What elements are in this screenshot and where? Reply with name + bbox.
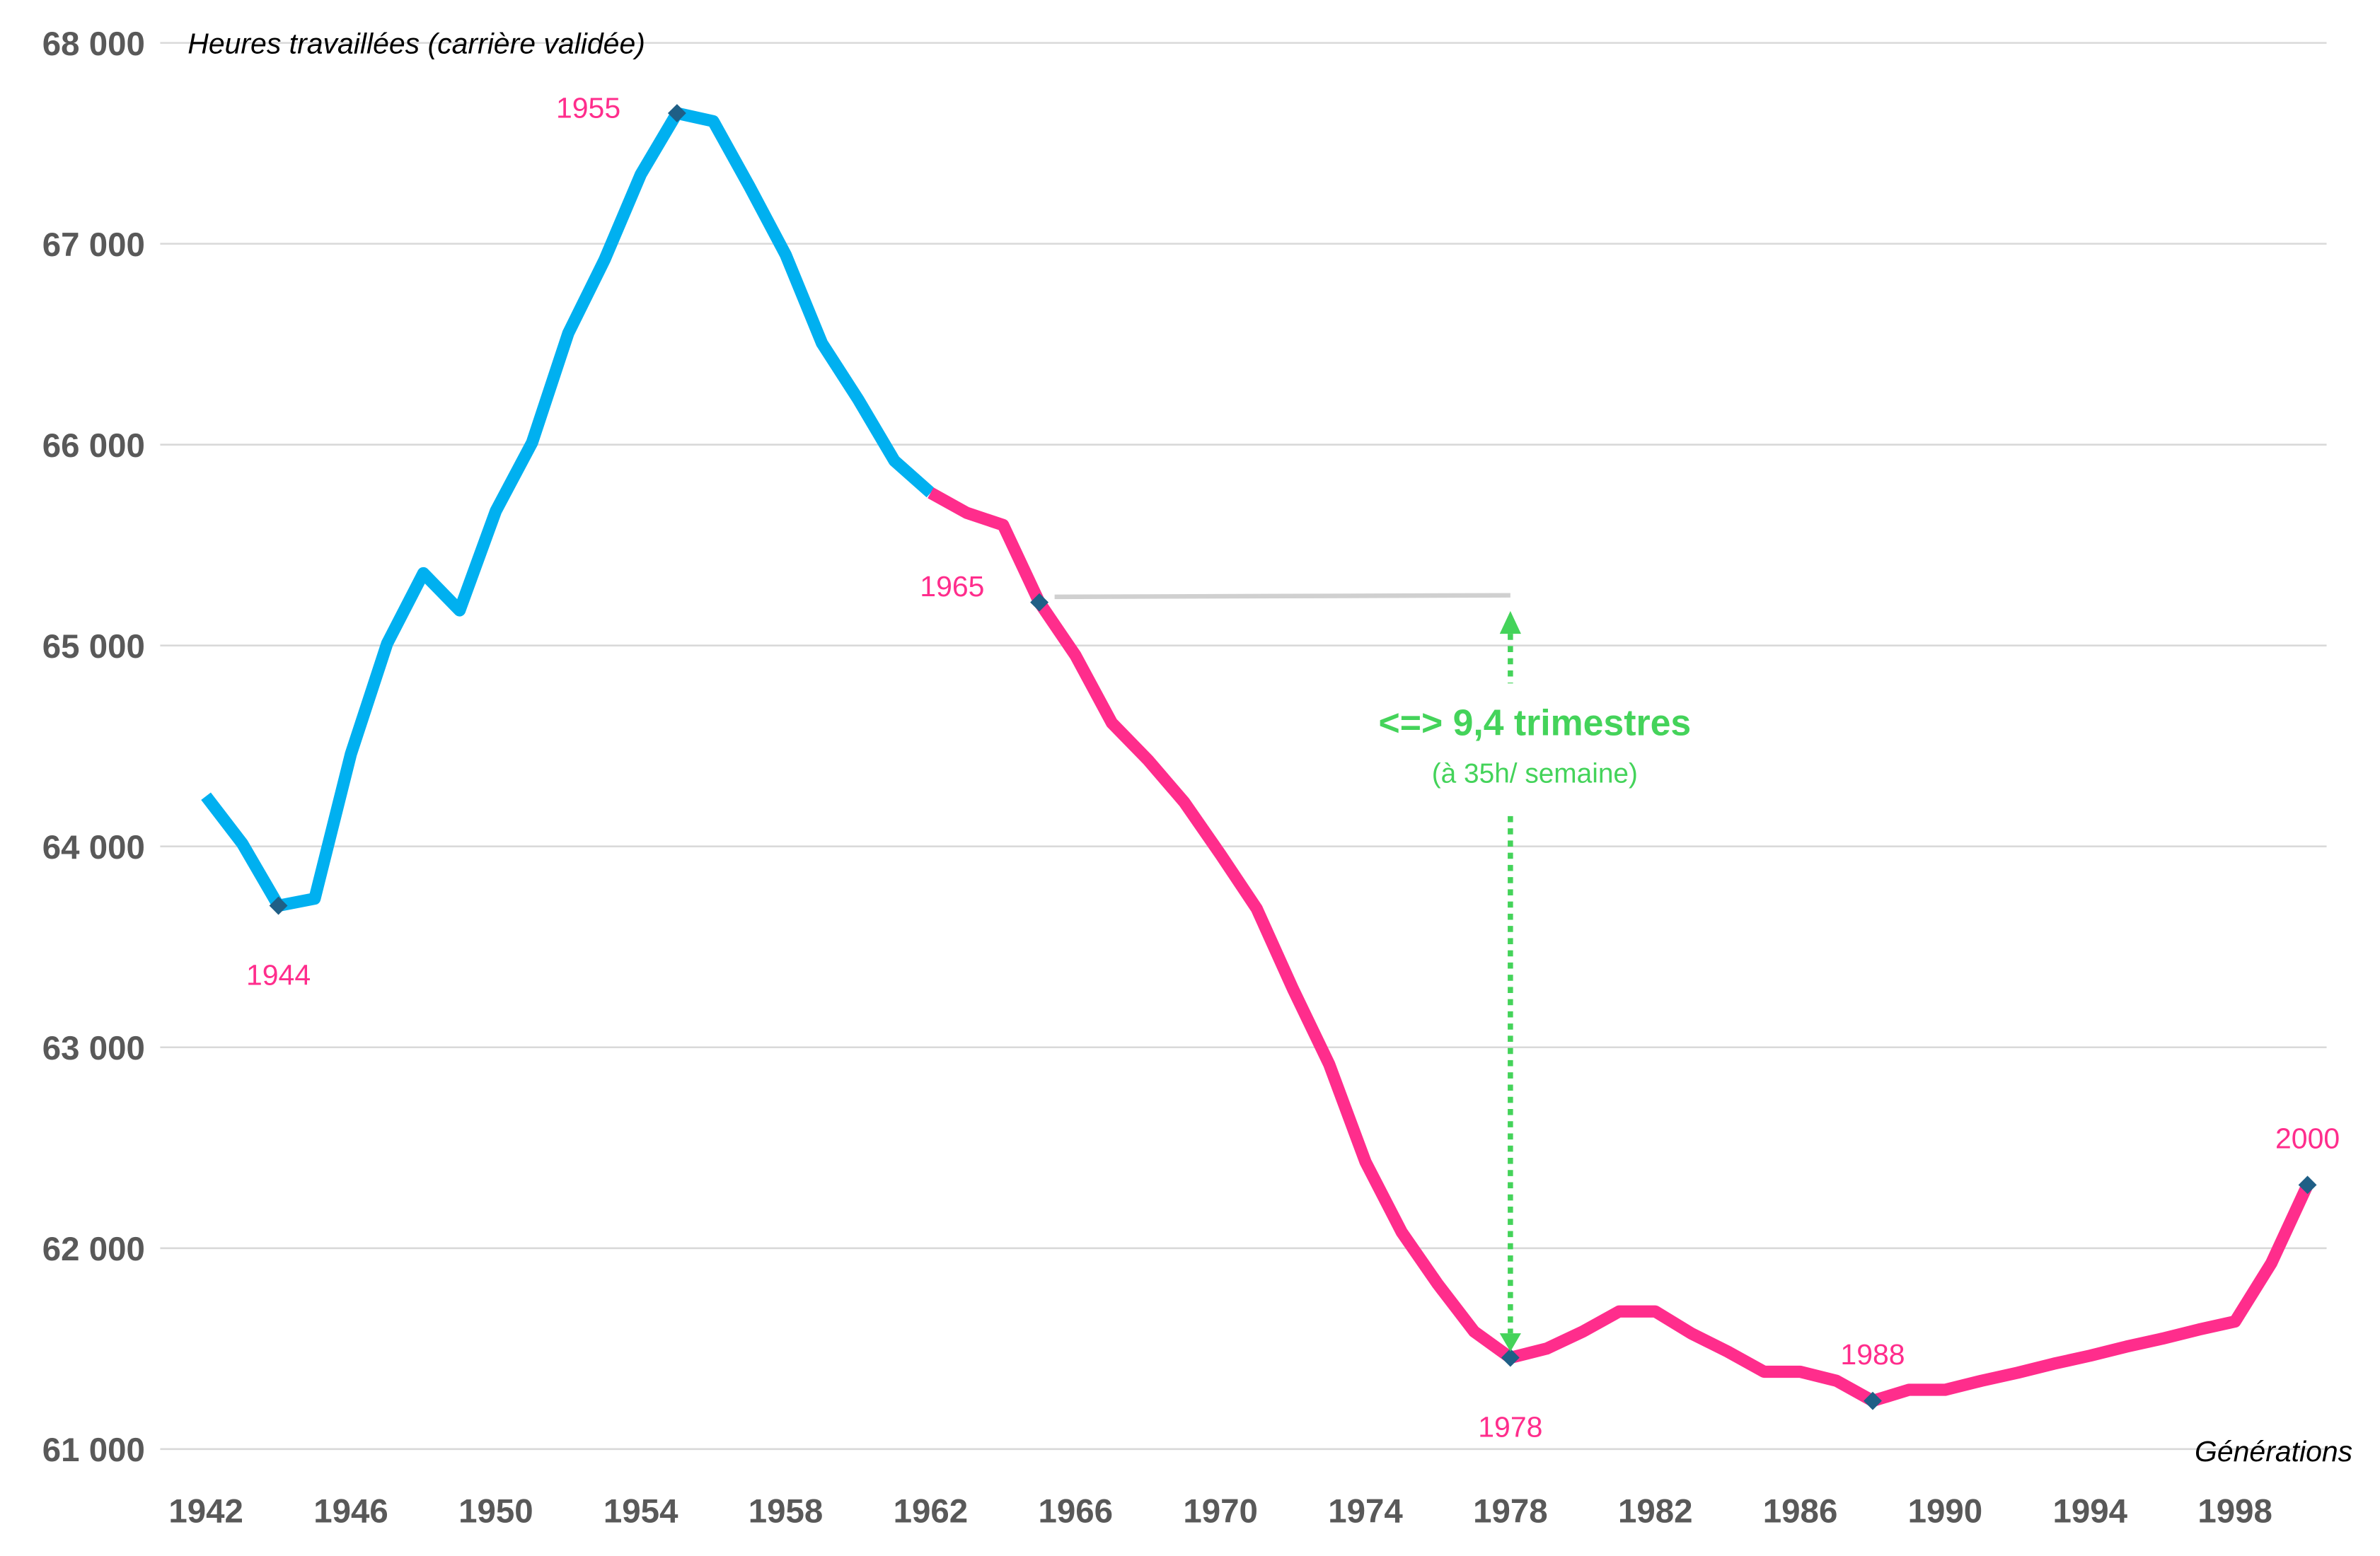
x-tick-label: 1978 [1473,1492,1548,1530]
point-label: 1955 [556,91,620,124]
x-tick-label: 1990 [1908,1492,1983,1530]
arrow-down-icon [1499,1333,1521,1352]
y-tick-label: 65 000 [42,628,145,666]
y-tick-label: 63 000 [42,1030,145,1067]
x-tick-label: 1974 [1328,1492,1403,1530]
x-tick-label: 1946 [313,1492,388,1530]
reference-line-1965-1978 [1054,593,1510,600]
x-tick-label: 1970 [1183,1492,1258,1530]
y-tick-label: 64 000 [42,829,145,866]
diamond-marker [269,896,288,915]
diamond-marker [1864,1391,1882,1410]
diamond-marker [667,104,686,122]
x-tick-label: 1942 [168,1492,243,1530]
diamond-marker [1501,1348,1520,1367]
x-tick-label: 1962 [894,1492,969,1530]
x-tick-label: 1998 [2197,1492,2272,1530]
point-label: 1944 [246,959,311,992]
y-tick-label: 62 000 [42,1231,145,1268]
gap-annotation-subtext: (à 35h/ semaine) [1432,758,1638,789]
point-label: 1965 [920,570,984,603]
diamond-marker [2298,1175,2317,1195]
y-axis-label: Heures travaillées (carrière validée) [187,28,645,60]
point-label: 1988 [1840,1338,1905,1371]
y-tick-label: 61 000 [42,1432,145,1469]
point-labels: 1944 1955 1965 1978 1988 2000 [246,91,2340,1443]
y-axis-ticks: 61 000 62 000 63 000 64 000 65 000 66 000 67 0… [42,25,145,1469]
reference-line [1054,593,1510,600]
diamond-marker [1030,593,1049,612]
x-axis-ticks: 1942 1946 1950 1954 1958 1962 1966 1970 1974 1978… [168,1492,2272,1530]
x-tick-label: 1994 [2053,1492,2128,1530]
x-tick-label: 1986 [1763,1492,1838,1530]
point-label: 1978 [1478,1411,1542,1444]
point-markers [269,104,2317,1410]
point-label: 2000 [2275,1122,2340,1155]
x-tick-label: 1958 [749,1492,824,1530]
x-tick-label: 1954 [603,1492,678,1530]
x-tick-label: 1982 [1618,1492,1693,1530]
series-line-1942-1962 [201,107,935,912]
series-line-1962-2000 [928,487,2313,1407]
arrow-up-icon [1499,610,1521,634]
x-tick-label: 1966 [1039,1492,1114,1530]
gap-annotation-text: <=> 9,4 trimestres [1379,702,1692,743]
y-tick-label: 67 000 [42,226,145,264]
series-lines [201,107,2313,1407]
gridlines [160,42,2327,1451]
gap-annotation [1499,610,1521,1352]
y-tick-label: 66 000 [42,427,145,465]
x-axis-label: Générations [2195,1435,2352,1468]
x-tick-label: 1950 [458,1492,533,1530]
y-tick-label: 68 000 [42,25,145,63]
